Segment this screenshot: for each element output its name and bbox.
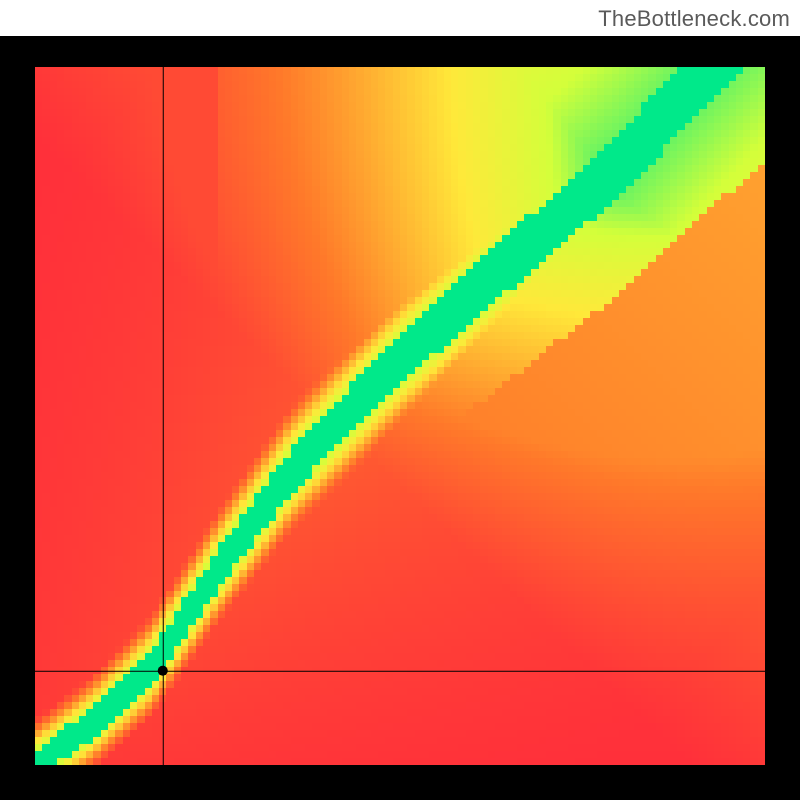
bottleneck-heatmap (0, 0, 800, 800)
watermark-text: TheBottleneck.com (598, 6, 790, 32)
